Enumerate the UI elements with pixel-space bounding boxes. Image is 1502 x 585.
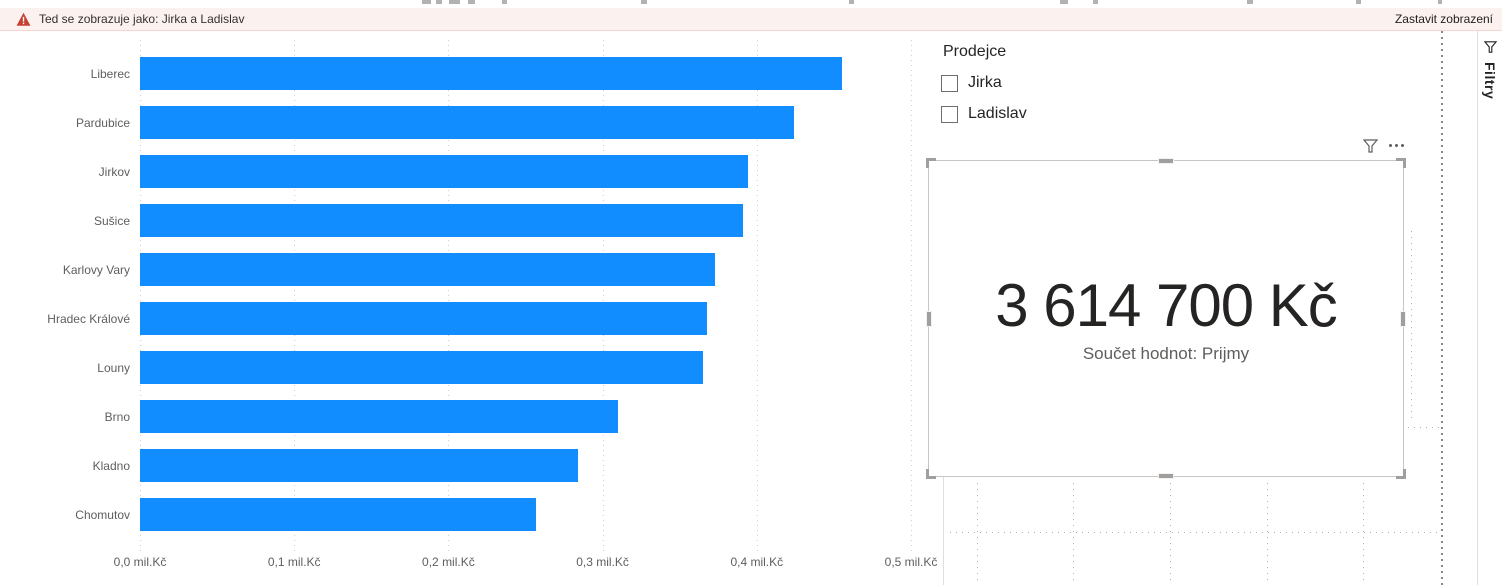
x-gridline	[294, 40, 296, 553]
category-label: Louny	[97, 361, 130, 375]
x-gridline	[140, 40, 141, 553]
report-canvas: 0,0 mil.Kč 0,1 mil.Kč 0,2 mil.Kč 0,3 mil.Kč…	[0, 31, 1502, 585]
grid-dots	[1411, 231, 1412, 421]
x-tick-label: 0,2 mil.Kč	[422, 555, 475, 569]
x-tick-label: 0,4 mil.Kč	[730, 555, 784, 569]
resize-handle-left[interactable]	[926, 310, 932, 327]
resize-handle-bottom-right[interactable]	[1396, 469, 1406, 479]
x-gridline	[448, 40, 450, 553]
bar-kladno[interactable]	[140, 449, 578, 482]
slicer-option-label: Jirka	[968, 74, 1002, 91]
resize-handle-right[interactable]	[1400, 310, 1406, 327]
warning-icon	[16, 12, 31, 26]
x-tick-label: 0,0 mil.Kč	[113, 555, 167, 569]
grid-dots	[1073, 483, 1074, 585]
x-gridline	[911, 40, 912, 553]
bar-karlovy-vary[interactable]	[140, 253, 715, 286]
category-label: Pardubice	[75, 116, 130, 130]
card-value: 3 614 700 Kč	[995, 271, 1338, 339]
card-visual[interactable]: 3 614 700 Kč Součet hodnot: Prijmy	[926, 158, 1406, 479]
bar-jirkov[interactable]	[140, 155, 748, 188]
category-label: Jirkov	[98, 165, 130, 179]
grid-dots	[950, 532, 1438, 533]
resize-handle-bottom-left[interactable]	[926, 469, 936, 479]
canvas-right-edge	[1441, 31, 1443, 585]
resize-handle-top[interactable]	[1158, 158, 1174, 164]
x-tick-label: 0,1 mil.Kč	[267, 555, 321, 569]
x-tick-label: 0,3 mil.Kč	[576, 555, 629, 569]
x-tick-label: 0,5 mil.Kč	[884, 555, 938, 569]
clipped-toolbar	[0, 0, 1502, 8]
x-gridline	[756, 40, 758, 553]
slicer-option-ladislav[interactable]: Ladislav	[941, 105, 1161, 123]
grid-dots	[1267, 483, 1268, 585]
bar-sušice[interactable]	[140, 204, 743, 237]
resize-handle-top-right[interactable]	[1396, 158, 1406, 168]
resize-handle-top-left[interactable]	[926, 158, 936, 168]
slicer-prodejce: Prodejce Jirka Ladislav	[941, 43, 1161, 123]
bar-louny[interactable]	[140, 351, 703, 384]
category-label: Sušice	[93, 214, 130, 228]
view-as-banner: Ted se zobrazuje jako: Jirka a Ladislav …	[0, 8, 1502, 31]
slicer-option-label: Ladislav	[968, 105, 1027, 122]
checkbox-jirka[interactable]	[941, 74, 958, 92]
filters-pane-icon[interactable]	[1484, 41, 1497, 53]
slicer-title: Prodejce	[943, 43, 1007, 60]
grid-dots	[977, 483, 978, 585]
checkbox-ladislav[interactable]	[941, 105, 958, 123]
stop-viewing-button[interactable]: Zastavit zobrazení	[1394, 12, 1493, 26]
bar-liberec[interactable]	[140, 57, 842, 90]
filters-pane-label: Filtry	[1482, 62, 1498, 100]
card-label: Součet hodnot: Prijmy	[1082, 343, 1250, 363]
grid-dots	[1363, 483, 1364, 585]
bar-hradec-králové[interactable]	[140, 302, 707, 335]
visual-header	[1352, 136, 1404, 156]
x-gridline	[602, 40, 604, 553]
grid-dots	[1408, 427, 1439, 428]
category-label: Karlovy Vary	[62, 263, 130, 277]
chart-visual-right-border	[943, 477, 944, 585]
category-label: Kladno	[92, 459, 130, 473]
category-label: Hradec Králové	[47, 312, 130, 326]
more-options-icon[interactable]	[1389, 143, 1404, 149]
banner-message: Ted se zobrazuje jako: Jirka a Ladislav	[39, 12, 245, 26]
category-label: Chomutov	[75, 508, 130, 522]
bar-chart-visual[interactable]: 0,0 mil.Kč 0,1 mil.Kč 0,2 mil.Kč 0,3 mil.Kč…	[0, 31, 944, 585]
visual-filter-icon[interactable]	[1363, 139, 1378, 153]
resize-handle-bottom[interactable]	[1158, 473, 1174, 479]
slicer-option-jirka[interactable]: Jirka	[941, 74, 1161, 92]
category-label: Brno	[104, 410, 130, 424]
filters-pane-collapsed[interactable]: Filtry	[1477, 31, 1502, 585]
bar-pardubice[interactable]	[140, 106, 794, 139]
grid-dots	[1170, 483, 1171, 585]
bar-brno[interactable]	[140, 400, 618, 433]
bar-chomutov[interactable]	[140, 498, 536, 531]
category-label: Liberec	[90, 67, 130, 81]
